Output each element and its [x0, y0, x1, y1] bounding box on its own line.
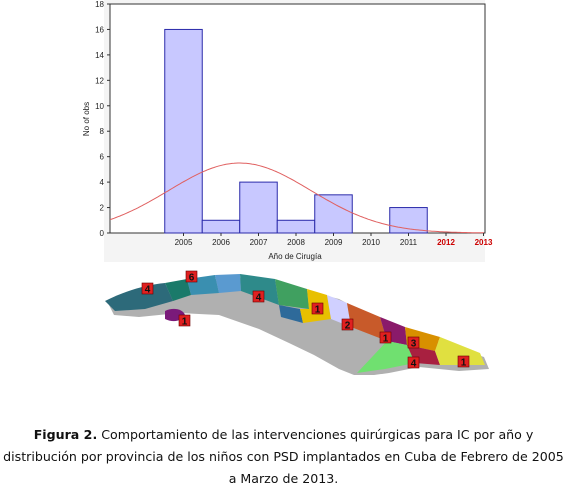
- x-tick-label-2011: 2011: [400, 238, 418, 247]
- province-count-badge: [379, 331, 392, 344]
- province-count-label: 4: [411, 359, 417, 370]
- y-tick-label: 14: [95, 51, 104, 60]
- province-count-badge: [457, 355, 470, 368]
- x-tick-label-2007: 2007: [250, 238, 268, 247]
- province-count-badge: [311, 302, 324, 315]
- x-tick-label-2013: 2013: [475, 238, 493, 247]
- province-count-label: 4: [145, 285, 151, 296]
- cuba-province-map: 4 6 1 4 1 2 1 3 4 1: [95, 265, 495, 377]
- province-count-badge: [407, 356, 420, 369]
- province-count-label: 2: [345, 321, 351, 332]
- x-tick-label-2009: 2009: [325, 238, 343, 247]
- province-camaguey: [347, 303, 387, 341]
- y-tick-label: 6: [100, 153, 105, 162]
- province-granma: [357, 341, 415, 373]
- x-tick-label-2005: 2005: [175, 238, 193, 247]
- normal-fit-curve: [109, 162, 484, 234]
- y-tick-label: 12: [95, 76, 104, 85]
- y-tick-label: 2: [100, 204, 105, 213]
- province-villa-clara: [275, 279, 309, 309]
- bar-2007: [239, 181, 278, 234]
- y-tick-label: 8: [100, 127, 105, 136]
- x-tick-label-2006: 2006: [212, 238, 230, 247]
- province-artemisa: [165, 279, 191, 301]
- province-count-badge: [141, 282, 154, 295]
- province-count-badge: [407, 336, 420, 349]
- province-count-label: 1: [315, 305, 321, 316]
- bar-2008: [276, 219, 316, 234]
- x-tick-label-2010: 2010: [362, 238, 380, 247]
- province-count-label: 6: [189, 273, 195, 284]
- y-tick-label: 0: [100, 229, 105, 238]
- province-mayabeque: [215, 274, 241, 293]
- y-tick-label: 4: [100, 178, 105, 187]
- province-count-label: 4: [256, 293, 262, 304]
- province-cienfuegos: [279, 305, 303, 323]
- province-pinar-del-rio: [105, 283, 173, 311]
- figure-caption: Figura 2. Comportamiento de las interven…: [0, 424, 567, 490]
- y-tick-label: 10: [95, 102, 104, 111]
- x-axis-label: Año de Cirugía: [268, 252, 322, 261]
- province-guantanamo: [435, 337, 485, 365]
- province-count-badge: [252, 290, 265, 303]
- caption-label: Figura 2.: [33, 427, 98, 442]
- province-count-badge: [185, 270, 198, 283]
- province-count-label: 1: [383, 334, 389, 345]
- y-axis-label: No of obs: [82, 102, 91, 136]
- chart-svg: 0 2 4 6 8 10 12 14 16 18 2005 2006 2007 2008 2009 2010…: [82, 0, 493, 262]
- map-svg: 4 6 1 4 1 2 1 3 4 1: [105, 270, 489, 377]
- bar-2009: [314, 194, 353, 234]
- province-count-label: 1: [182, 317, 188, 328]
- y-tick-label: 18: [95, 0, 104, 9]
- x-tick-label-2012: 2012: [437, 238, 455, 247]
- province-count-label: 3: [411, 339, 417, 350]
- province-matanzas: [240, 274, 279, 305]
- province-count-badge: [341, 318, 354, 331]
- x-tick-label-2008: 2008: [287, 238, 305, 247]
- caption-text: Comportamiento de las intervenciones qui…: [3, 427, 564, 486]
- histogram-chart: 0 2 4 6 8 10 12 14 16 18 2005 2006 2007 2008 2009 2010…: [82, 0, 493, 262]
- bar-2005: [164, 28, 203, 234]
- province-count-badge: [178, 314, 191, 327]
- y-tick-label: 16: [95, 25, 104, 34]
- province-count-label: 1: [461, 358, 467, 369]
- bar-2006: [201, 219, 241, 234]
